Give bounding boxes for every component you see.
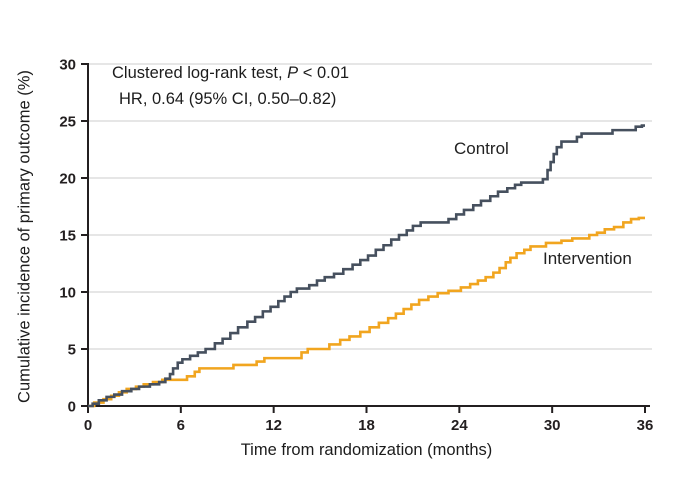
stats-annotation-line1-italic: P — [287, 64, 299, 82]
series-line-control — [88, 124, 645, 408]
y-tick-label-25: 25 — [59, 114, 76, 131]
stats-annotation-line2: HR, 0.64 (95% CI, 0.50–0.82) — [119, 90, 337, 108]
x-axis-title: Time from randomization (months) — [240, 441, 493, 459]
x-tick-label-18: 18 — [358, 417, 375, 434]
y-tick-label-0: 0 — [68, 399, 76, 416]
y-axis-title: Cumulative incidence of primary outcome … — [15, 70, 34, 403]
x-tick-label-12: 12 — [265, 417, 282, 434]
y-tick-label-20: 20 — [59, 171, 76, 188]
x-tick-label-30: 30 — [544, 417, 561, 434]
x-tick-label-6: 6 — [177, 417, 185, 434]
series-label-intervention: Intervention — [543, 249, 632, 268]
x-tick-label-36: 36 — [637, 417, 654, 434]
stats-annotation-line1-prefix: Clustered log-rank test, — [112, 64, 288, 82]
series-line-intervention — [88, 216, 645, 408]
y-tick-label-10: 10 — [59, 285, 76, 302]
stats-annotation-line1: Clustered log-rank test, P < 0.01 — [112, 60, 349, 86]
series-label-control: Control — [454, 139, 509, 158]
stats-annotation-line1-suffix: < 0.01 — [298, 64, 350, 82]
y-tick-label-30: 30 — [59, 57, 76, 74]
x-tick-label-24: 24 — [451, 417, 468, 434]
y-tick-label-15: 15 — [59, 228, 76, 245]
y-tick-label-5: 5 — [68, 342, 76, 359]
x-tick-label-0: 0 — [84, 417, 92, 434]
stats-annotation: Clustered log-rank test, P < 0.01 HR, 0.… — [112, 60, 349, 112]
